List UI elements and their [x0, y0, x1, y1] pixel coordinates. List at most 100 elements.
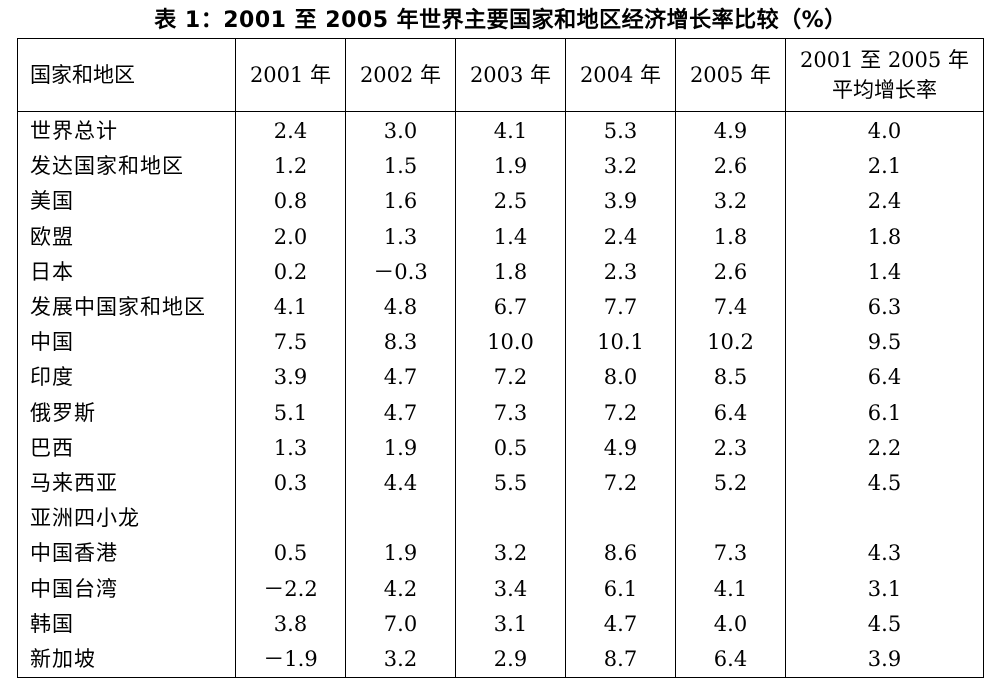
- value-2004: 10.1: [565, 325, 676, 361]
- value-2002: 4.8: [345, 290, 456, 326]
- row-country-name: 中国香港: [17, 536, 236, 572]
- value-2004: 7.2: [565, 466, 676, 502]
- value-2003: 1.9: [455, 149, 566, 185]
- value-2002: 1.6: [345, 184, 456, 220]
- value-2003: 7.3: [455, 395, 566, 431]
- header-year-2004: 2004 年: [565, 38, 676, 112]
- value-2001: 2.0: [235, 219, 346, 255]
- value-2005: 2.6: [675, 149, 786, 185]
- table-row: 印度 3.9 4.7 7.2 8.0 8.5 6.4: [17, 360, 984, 396]
- table-row: 韩国 3.8 7.0 3.1 4.7 4.0 4.5: [17, 606, 984, 643]
- table-header-row: 国家和地区 2001 年 2002 年 2003 年 2004 年 2005 年…: [17, 38, 984, 112]
- value-2004: [565, 501, 676, 537]
- value-2005: 1.8: [675, 219, 786, 255]
- value-2001: 0.3: [235, 466, 346, 502]
- value-2002: 4.7: [345, 395, 456, 431]
- value-2001: 7.5: [235, 325, 346, 361]
- row-country-name: 巴西: [17, 430, 236, 467]
- value-2004: 3.2: [565, 149, 676, 185]
- value-2001: 1.3: [235, 430, 346, 467]
- value-2003: 4.1: [455, 111, 566, 150]
- table-row: 发展中国家和地区 4.1 4.8 6.7 7.7 7.4 6.3: [17, 290, 984, 326]
- row-country-name: 韩国: [17, 606, 236, 643]
- table-row: 中国台湾 －2.2 4.2 3.4 6.1 4.1 3.1: [17, 571, 984, 607]
- value-2002: 8.3: [345, 325, 456, 361]
- value-2001: 1.2: [235, 149, 346, 185]
- row-country-name: 俄罗斯: [17, 395, 236, 431]
- value-2001: 3.8: [235, 606, 346, 643]
- value-2001: 3.9: [235, 360, 346, 396]
- header-average-line2: 平均增长率: [832, 78, 937, 102]
- value-2003: 0.5: [455, 430, 566, 467]
- value-average: 4.0: [785, 111, 984, 150]
- value-average: 1.4: [785, 254, 984, 291]
- value-2005: 3.2: [675, 184, 786, 220]
- table-row: 新加坡 －1.9 3.2 2.9 8.7 6.4 3.9: [17, 642, 984, 679]
- value-2001: －1.9: [235, 642, 346, 679]
- value-2004: 4.9: [565, 430, 676, 467]
- row-country-name: 亚洲四小龙: [17, 501, 236, 537]
- table-body: 世界总计 2.4 3.0 4.1 5.3 4.9 4.0 发达国家和地区 1.2 1.5 1.9 3.…: [17, 111, 984, 679]
- table-row: 发达国家和地区 1.2 1.5 1.9 3.2 2.6 2.1: [17, 149, 984, 185]
- value-2004: 6.1: [565, 571, 676, 607]
- row-country-name: 马来西亚: [17, 466, 236, 502]
- value-average: 2.1: [785, 149, 984, 185]
- row-country-name: 印度: [17, 360, 236, 396]
- value-average: 4.5: [785, 606, 984, 643]
- value-2004: 8.6: [565, 536, 676, 572]
- row-country-name: 日本: [17, 254, 236, 291]
- row-country-name: 发展中国家和地区: [17, 290, 236, 326]
- value-2001: 0.5: [235, 536, 346, 572]
- value-average: 4.5: [785, 466, 984, 502]
- header-average-growth: 2001 至 2005 年 平均增长率: [785, 38, 984, 112]
- value-2005: 10.2: [675, 325, 786, 361]
- value-2004: 7.2: [565, 395, 676, 431]
- value-average: [785, 501, 984, 537]
- row-country-name: 中国台湾: [17, 571, 236, 607]
- value-2003: [455, 501, 566, 537]
- value-2001: 4.1: [235, 290, 346, 326]
- value-2003: 10.0: [455, 325, 566, 361]
- table-row: 美国 0.8 1.6 2.5 3.9 3.2 2.4: [17, 184, 984, 220]
- row-country-name: 发达国家和地区: [17, 149, 236, 185]
- value-2005: 6.4: [675, 642, 786, 679]
- header-year-2002: 2002 年: [345, 38, 456, 112]
- value-2004: 5.3: [565, 111, 676, 150]
- value-2004: 2.4: [565, 219, 676, 255]
- value-2004: 2.3: [565, 254, 676, 291]
- value-average: 2.2: [785, 430, 984, 467]
- value-2005: 4.0: [675, 606, 786, 643]
- growth-rate-table: 国家和地区 2001 年 2002 年 2003 年 2004 年 2005 年…: [17, 38, 984, 679]
- value-average: 6.4: [785, 360, 984, 396]
- value-2005: 4.9: [675, 111, 786, 150]
- row-country-name: 美国: [17, 184, 236, 220]
- value-average: 9.5: [785, 325, 984, 361]
- value-2002: [345, 501, 456, 537]
- value-2003: 5.5: [455, 466, 566, 502]
- value-2004: 4.7: [565, 606, 676, 643]
- table-row: 欧盟 2.0 1.3 1.4 2.4 1.8 1.8: [17, 219, 984, 255]
- value-average: 6.3: [785, 290, 984, 326]
- value-2005: 7.4: [675, 290, 786, 326]
- header-country-region: 国家和地区: [17, 38, 236, 112]
- value-average: 3.1: [785, 571, 984, 607]
- header-year-2001: 2001 年: [235, 38, 346, 112]
- table-row: 马来西亚 0.3 4.4 5.5 7.2 5.2 4.5: [17, 466, 984, 502]
- value-2004: 7.7: [565, 290, 676, 326]
- value-2003: 6.7: [455, 290, 566, 326]
- table-row: 世界总计 2.4 3.0 4.1 5.3 4.9 4.0: [17, 111, 984, 150]
- header-year-2003: 2003 年: [455, 38, 566, 112]
- value-2002: 7.0: [345, 606, 456, 643]
- table-title: 表 1：2001 至 2005 年世界主要国家和地区经济增长率比较（%）: [154, 8, 847, 33]
- value-2005: 5.2: [675, 466, 786, 502]
- value-2001: －2.2: [235, 571, 346, 607]
- value-average: 4.3: [785, 536, 984, 572]
- value-average: 6.1: [785, 395, 984, 431]
- value-2003: 3.1: [455, 606, 566, 643]
- row-country-name: 中国: [17, 325, 236, 361]
- table-row: 亚洲四小龙: [17, 501, 984, 537]
- value-2003: 3.4: [455, 571, 566, 607]
- value-2002: 1.3: [345, 219, 456, 255]
- header-average-line1: 2001 至 2005 年: [800, 48, 969, 72]
- value-2002: 1.9: [345, 430, 456, 467]
